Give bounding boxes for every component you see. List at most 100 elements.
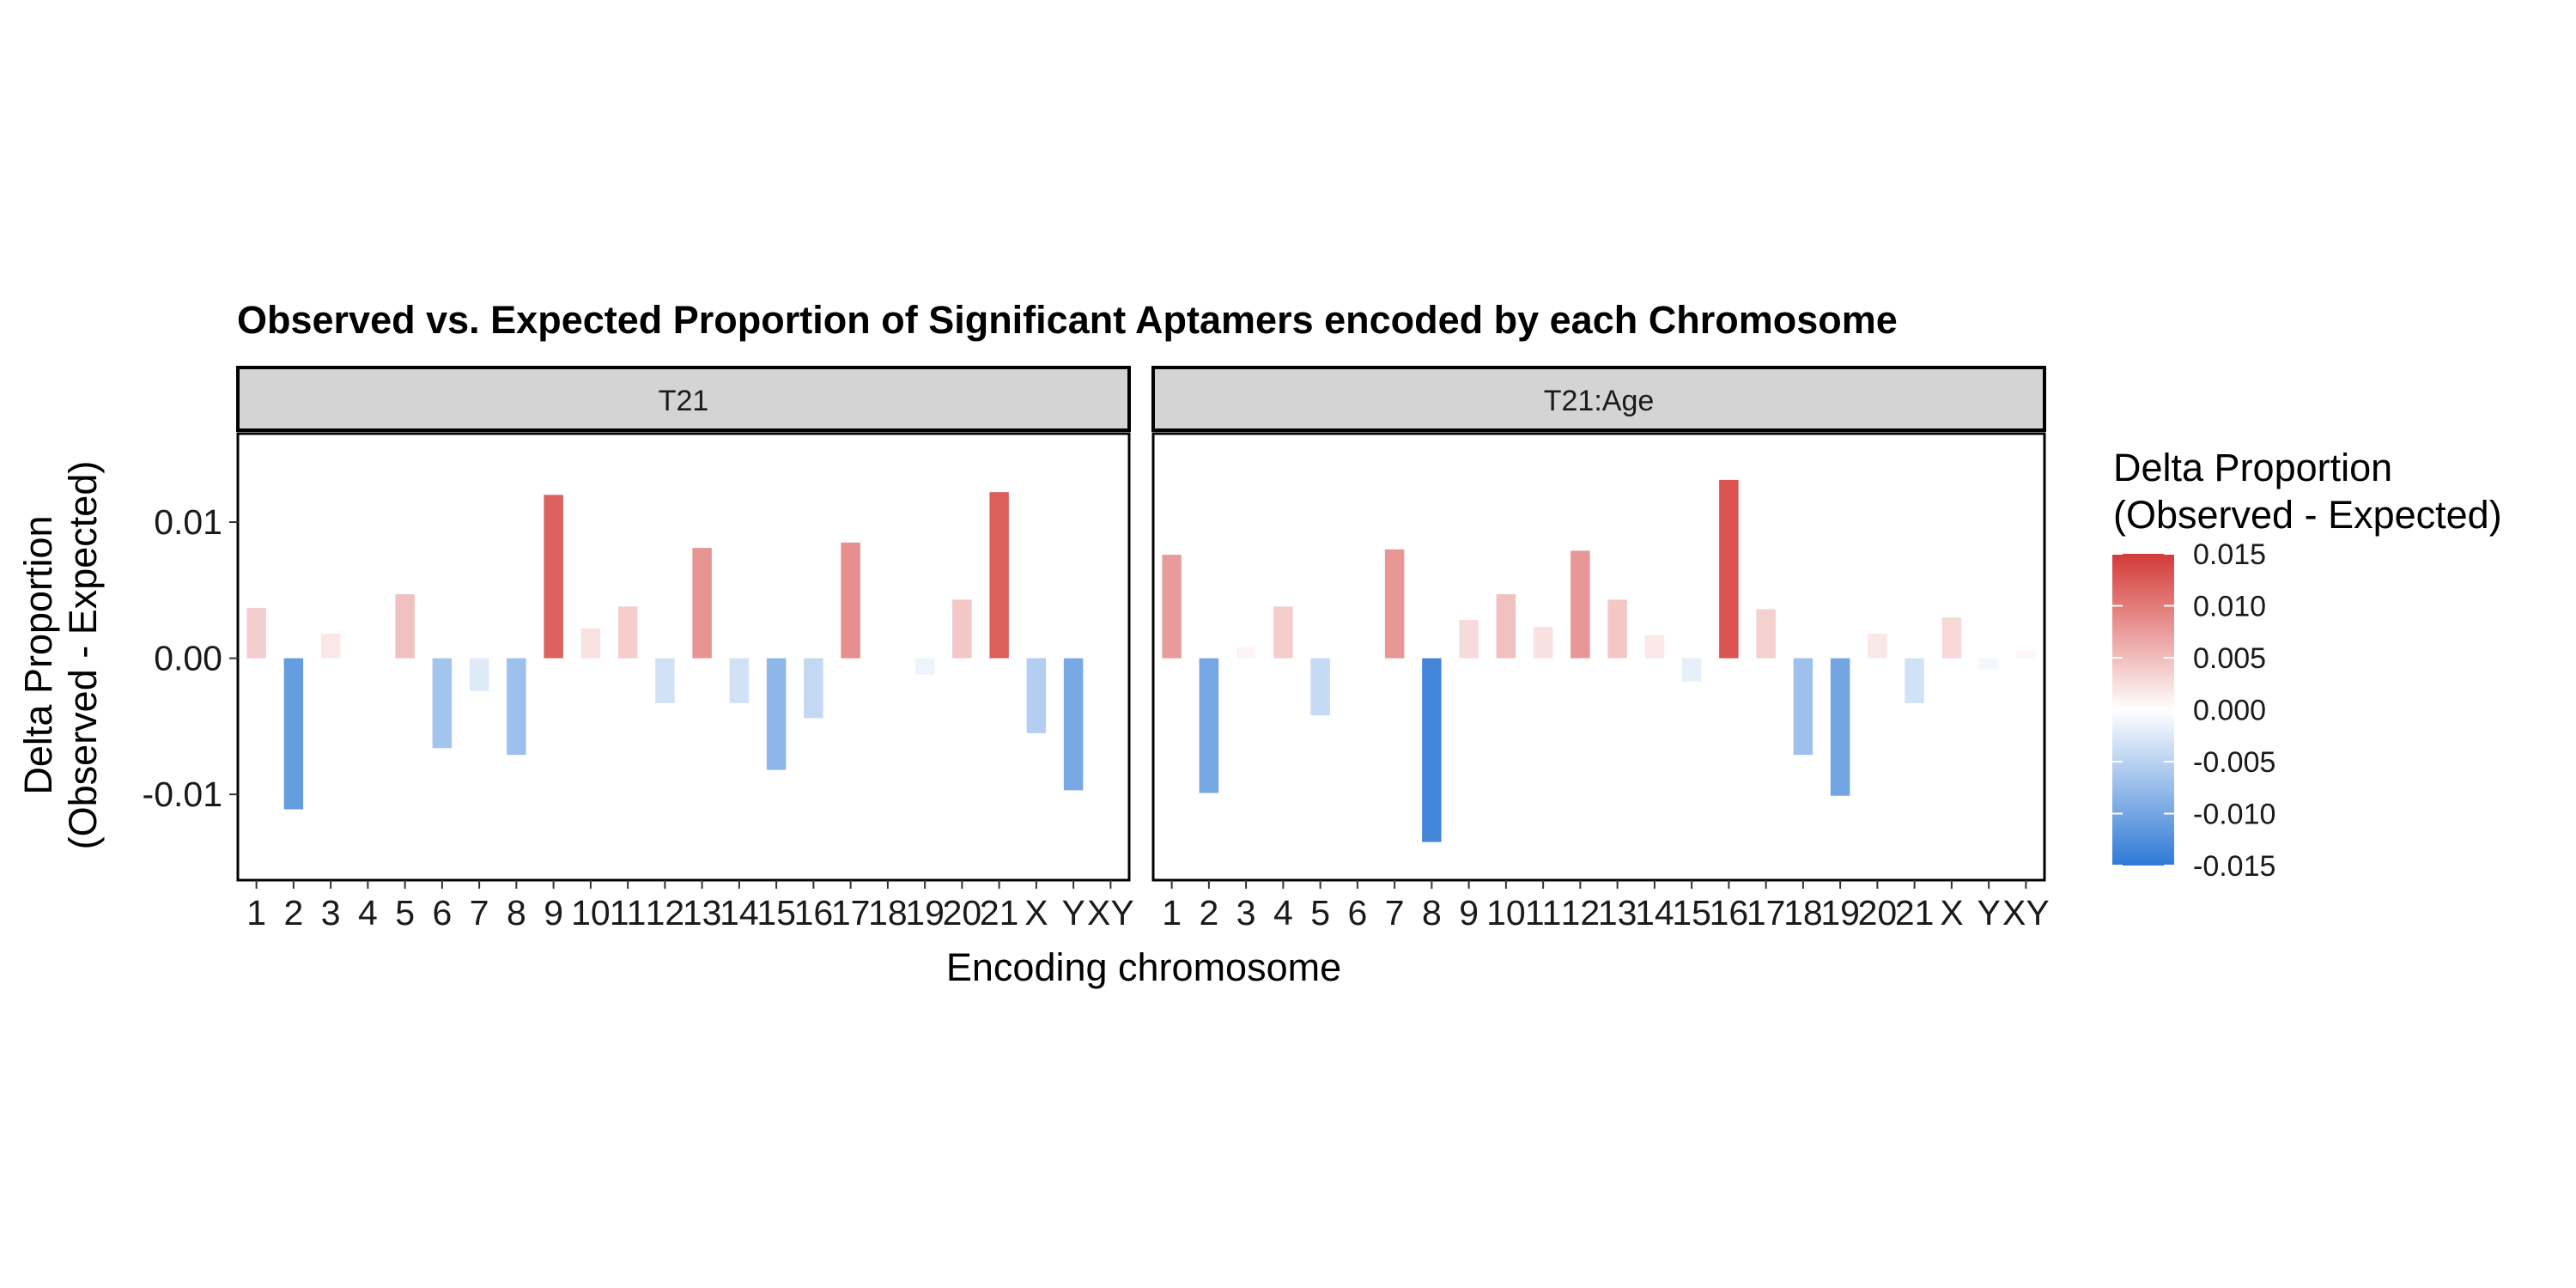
x-tick-label-1: 1 <box>246 893 266 933</box>
legend-ticks: 0.015 0.010 0.005 0.000 -0.005 -0.010 -0.015 <box>2112 538 2275 883</box>
bar-2 <box>283 658 304 810</box>
bar-11 <box>617 606 638 659</box>
y-tick-label: -0.01 <box>143 775 222 814</box>
bar-Y <box>1978 658 1999 670</box>
x-tick-label-9: 9 <box>544 893 563 933</box>
facet-strip <box>236 366 1131 432</box>
x-tick-label-4: 4 <box>358 893 378 933</box>
bar-16 <box>804 658 823 719</box>
x-tick-label-14: 14 <box>720 893 759 933</box>
x-tick-label-2: 2 <box>283 893 303 933</box>
x-tick-label-2: 2 <box>1199 893 1218 933</box>
y-tick-label: 0.00 <box>154 639 222 678</box>
panel-background <box>238 434 1129 880</box>
bar-3 <box>1236 647 1256 659</box>
x-tick-label-16: 16 <box>1710 893 1749 933</box>
x-tick-label-13: 13 <box>1598 893 1637 933</box>
x-tick-label-14: 14 <box>1635 893 1674 933</box>
bar-20 <box>1868 634 1887 659</box>
x-tick-label-15: 15 <box>756 893 796 933</box>
x-tick-label-1: 1 <box>1162 893 1182 933</box>
x-tick-label-11: 11 <box>1525 893 1562 933</box>
x-tick-label-4: 4 <box>1273 893 1293 933</box>
bar-8 <box>1422 658 1442 842</box>
bar-19 <box>1830 658 1850 796</box>
bar-1 <box>246 607 266 659</box>
x-tick-label-20: 20 <box>943 893 982 933</box>
bar-13 <box>1607 599 1627 659</box>
bar-9 <box>1459 620 1479 659</box>
x-tick-label-21: 21 <box>980 893 1019 933</box>
bar-14 <box>1644 635 1665 659</box>
x-axis-title: Encoding chromosome <box>946 945 1341 989</box>
x-tick-label-XY: XY <box>2002 893 2050 933</box>
bar-2 <box>1199 658 1219 793</box>
bar-XY <box>2016 650 2036 659</box>
bar-19 <box>914 658 935 675</box>
x-tick-label-9: 9 <box>1459 893 1479 933</box>
color-legend: Delta Proportion (Observed - Expected) 0… <box>2112 446 2502 883</box>
legend-tick-label: -0.005 <box>2193 746 2275 779</box>
x-tick-label-18: 18 <box>1783 893 1823 933</box>
legend-title-line-2: (Observed - Expected) <box>2113 493 2502 537</box>
bar-8 <box>507 658 526 756</box>
x-tick-label-10: 10 <box>1486 893 1526 933</box>
facet-strip-label: T21 <box>659 385 709 417</box>
bar-5 <box>395 594 415 659</box>
y-axis-title: Delta Proportion (Observed - Expected) <box>16 461 105 850</box>
chart-title: Observed vs. Expected Proportion of Sign… <box>237 298 1898 342</box>
bar-10 <box>580 628 601 659</box>
bar-X <box>1026 658 1047 733</box>
bar-18 <box>1793 658 1814 756</box>
bar-6 <box>432 658 453 749</box>
bar-4 <box>1273 606 1293 659</box>
bar-21 <box>989 492 1009 659</box>
x-tick-label-3: 3 <box>1236 893 1256 933</box>
bar-7 <box>1384 549 1405 659</box>
bar-15 <box>1681 658 1702 682</box>
legend-tick-label: 0.010 <box>2193 591 2266 623</box>
legend-tick-label: 0.005 <box>2193 642 2266 675</box>
x-tick-label-Y: Y <box>1977 893 2000 933</box>
x-tick-label-11: 11 <box>610 893 647 933</box>
x-tick-label-XY: XY <box>1087 893 1134 933</box>
x-tick-label-5: 5 <box>395 893 415 933</box>
bar-5 <box>1310 658 1330 716</box>
legend-tick-label: -0.010 <box>2193 799 2275 831</box>
facet-strip <box>1151 366 2046 432</box>
bar-11 <box>1533 627 1553 659</box>
bar-14 <box>729 658 750 703</box>
panel-border <box>1151 432 2046 882</box>
bar-16 <box>1719 479 1739 659</box>
x-tick-label-19: 19 <box>905 893 945 933</box>
x-tick-label-8: 8 <box>1422 893 1442 933</box>
x-tick-label-8: 8 <box>507 893 526 933</box>
legend-tick-label: 0.015 <box>2193 538 2266 571</box>
x-tick-label-7: 7 <box>470 893 489 933</box>
bar-10 <box>1496 594 1516 659</box>
x-tick-label-15: 15 <box>1672 893 1711 933</box>
bar-3 <box>320 634 341 659</box>
x-tick-label-5: 5 <box>1310 893 1330 933</box>
bar-12 <box>655 658 675 703</box>
panel-background <box>1153 434 2044 880</box>
bar-9 <box>544 495 563 659</box>
bar-15 <box>766 658 787 770</box>
bar-X <box>1941 617 1962 659</box>
facet-strip-label: T21:Age <box>1544 385 1655 417</box>
y-tick-label: 0.01 <box>154 502 222 542</box>
bar-Y <box>1063 658 1084 791</box>
bar-17 <box>841 542 860 659</box>
x-tick-label-10: 10 <box>571 893 611 933</box>
x-tick-label-21: 21 <box>1895 893 1935 933</box>
x-tick-label-16: 16 <box>794 893 834 933</box>
bar-12 <box>1571 550 1590 659</box>
x-tick-label-12: 12 <box>646 893 685 933</box>
x-tick-label-X: X <box>1024 893 1048 933</box>
bar-1 <box>1162 555 1182 659</box>
bar-13 <box>692 548 712 659</box>
